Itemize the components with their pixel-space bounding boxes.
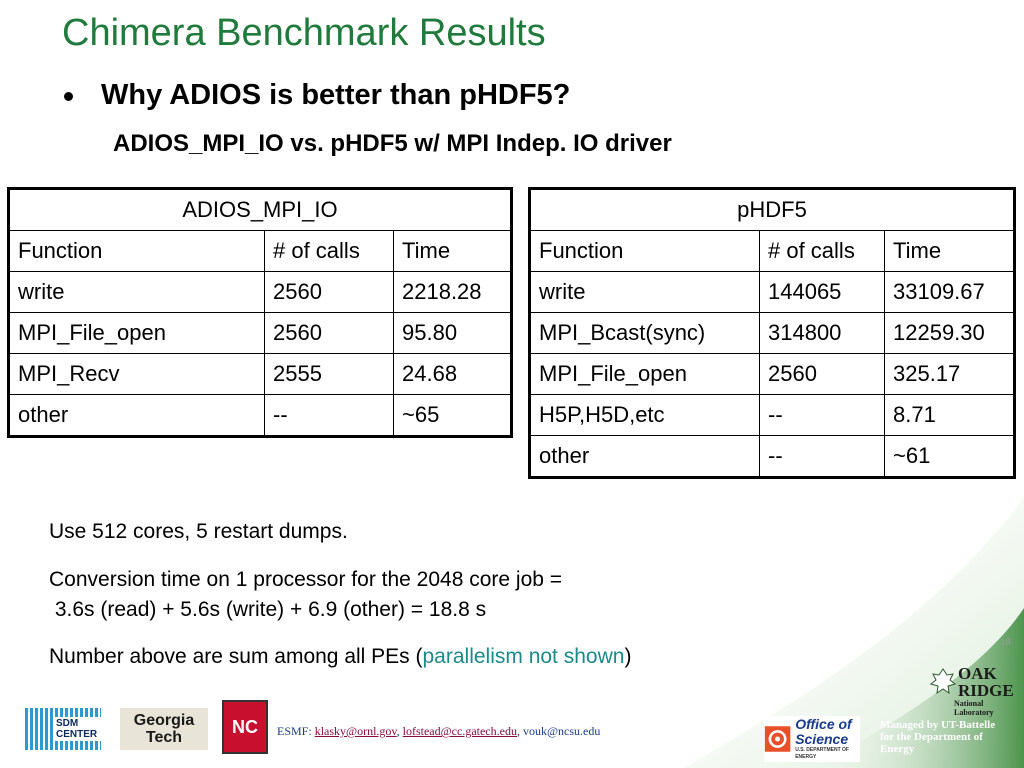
table-cell: 95.80 — [393, 312, 512, 354]
table-cell: 325.17 — [884, 353, 1015, 395]
table-header-row: Function # of calls Time — [8, 230, 512, 272]
table-row: MPI_File_open 2560 95.80 — [8, 312, 512, 354]
note-sum-highlight: parallelism not shown — [422, 645, 625, 668]
table-title-row: pHDF5 — [529, 188, 1015, 231]
table-cell: 12259.30 — [884, 312, 1015, 354]
table-cell: MPI_File_open — [529, 353, 760, 395]
table-cell: MPI_Recv — [8, 353, 265, 395]
separator: , — [516, 724, 523, 738]
managed-line1: Managed by UT-Battelle — [880, 719, 996, 731]
table-cell: 33109.67 — [884, 271, 1015, 313]
table-cell: -- — [759, 394, 885, 436]
ncsu-logo-text: NC — [232, 716, 258, 737]
office-logo-small: U.S. DEPARTMENT OF ENERGY — [795, 747, 849, 760]
table-cell: 2560 — [759, 353, 885, 395]
email-link-lofstead[interactable]: lofstead@cc.gatech.edu — [402, 724, 517, 738]
bullet-icon — [64, 92, 73, 101]
managed-line2: for the Department of — [880, 731, 983, 743]
office-logo-line2: Science — [795, 731, 849, 747]
note-conversion: Conversion time on 1 processor for the 2… — [49, 568, 563, 591]
note-conversion-detail: 3.6s (read) + 5.6s (write) + 6.9 (other)… — [49, 598, 487, 621]
table-cell: write — [529, 271, 760, 313]
managed-line3: Energy — [880, 743, 915, 755]
table-row: MPI_File_open 2560 325.17 — [529, 353, 1015, 395]
note-cores: Use 512 cores, 5 restart dumps. — [49, 520, 348, 543]
column-header: Time — [884, 230, 1015, 272]
oak-leaf-icon — [930, 668, 956, 695]
oak-ridge-line2: RIDGE — [958, 681, 1014, 700]
ncsu-logo: NC — [222, 700, 268, 754]
column-header: # of calls — [264, 230, 394, 272]
column-header: # of calls — [759, 230, 885, 272]
table-cell: 24.68 — [393, 353, 512, 395]
column-header: Function — [529, 230, 760, 272]
bullet-text: Why ADIOS is better than pHDF5? — [101, 79, 571, 111]
table-title: ADIOS_MPI_IO — [8, 188, 512, 231]
office-of-science-logo: Office of Science U.S. DEPARTMENT OF ENE… — [764, 716, 860, 762]
gt-logo-line2: Tech — [145, 729, 183, 746]
column-header: Time — [393, 230, 512, 272]
email-link-klasky[interactable]: klasky@ornl.gov — [314, 724, 397, 738]
table-cell: 314800 — [759, 312, 885, 354]
table-row: write 2560 2218.28 — [8, 271, 512, 313]
table-cell: -- — [264, 394, 394, 437]
table-cell: H5P,H5D,etc — [529, 394, 760, 436]
table-row: write 144065 33109.67 — [529, 271, 1015, 313]
oak-ridge-line1: OAK — [958, 664, 997, 683]
adios-table: ADIOS_MPI_IO Function # of calls Time wr… — [7, 187, 513, 438]
column-header: Function — [8, 230, 265, 272]
table-title-row: ADIOS_MPI_IO — [8, 188, 512, 231]
table-cell: MPI_Bcast(sync) — [529, 312, 760, 354]
separator: , — [396, 724, 403, 738]
note-sum-suffix: ) — [624, 645, 632, 668]
table-cell: write — [8, 271, 265, 313]
phdf5-table: pHDF5 Function # of calls Time write 144… — [528, 187, 1016, 479]
sdm-center-logo: SDM CENTER — [25, 708, 101, 750]
managed-by-text: Managed by UT-Battelle for the Departmen… — [880, 719, 995, 755]
table-cell: MPI_File_open — [8, 312, 265, 354]
sdm-logo-text: SDM CENTER — [53, 717, 101, 741]
email-vouk: vouk@ncsu.edu — [522, 724, 601, 738]
oak-ridge-line3: National Laboratory — [954, 699, 994, 717]
table-row: MPI_Bcast(sync) 314800 12259.30 — [529, 312, 1015, 354]
slide-title: Chimera Benchmark Results — [62, 12, 546, 54]
office-logo-line1: Office of — [795, 716, 852, 732]
table-cell: 2560 — [264, 271, 394, 313]
table-row: other -- ~65 — [8, 394, 512, 437]
table-cell: 2218.28 — [393, 271, 512, 313]
gt-logo-line1: Georgia — [133, 712, 195, 729]
table-cell: 2560 — [264, 312, 394, 354]
table-cell: 8.71 — [884, 394, 1015, 436]
table-row: other -- ~61 — [529, 435, 1015, 478]
office-science-icon — [764, 726, 791, 752]
note-sum: Number above are sum among all PEs (para… — [49, 645, 631, 669]
table-cell: ~65 — [393, 394, 512, 437]
esmf-label: ESMF: — [277, 724, 315, 738]
oak-ridge-logo: OAK RIDGE National Laboratory — [930, 664, 1024, 718]
slide-subtitle: ADIOS_MPI_IO vs. pHDF5 w/ MPI Indep. IO … — [113, 130, 672, 157]
table-row: H5P,H5D,etc -- 8.71 — [529, 394, 1015, 436]
table-cell: -- — [759, 435, 885, 478]
esmf-contacts: ESMF: klasky@ornl.gov, lofstead@cc.gatec… — [277, 724, 600, 739]
note-sum-prefix: Number above are sum among all PEs ( — [49, 645, 423, 668]
table-row: MPI_Recv 2555 24.68 — [8, 353, 512, 395]
decorative-green-swoosh — [684, 498, 1024, 768]
table-header-row: Function # of calls Time — [529, 230, 1015, 272]
table-title: pHDF5 — [529, 188, 1015, 231]
table-cell: other — [529, 435, 760, 478]
table-cell: other — [8, 394, 265, 437]
page-number: 18 — [1000, 636, 1011, 648]
table-cell: 2555 — [264, 353, 394, 395]
georgia-tech-logo: Georgia Tech — [120, 708, 208, 750]
table-cell: 144065 — [759, 271, 885, 313]
table-cell: ~61 — [884, 435, 1015, 478]
